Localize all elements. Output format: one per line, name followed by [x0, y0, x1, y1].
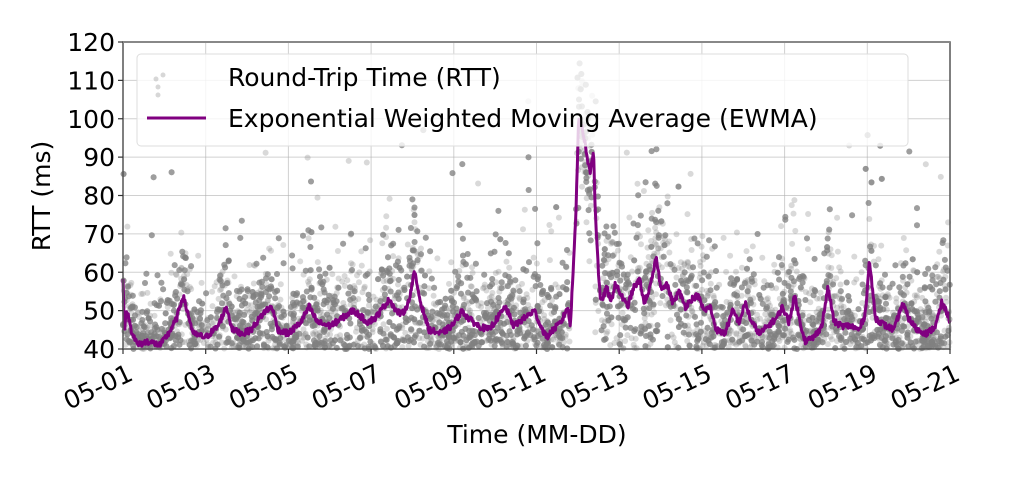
y-tick-label: 40 — [83, 335, 115, 364]
legend: Round-Trip Time (RTT) Exponential Weight… — [136, 53, 909, 147]
y-tick-label: 60 — [83, 258, 115, 287]
x-tick-label: 05-13 — [555, 358, 633, 415]
x-tick-label: 05-03 — [142, 358, 220, 415]
y-tick-label: 110 — [67, 66, 115, 95]
x-tick-label: 05-19 — [803, 358, 881, 415]
x-tick-label: 05-05 — [224, 358, 302, 415]
legend-rtt-marker-icon — [153, 72, 166, 98]
x-tick-label: 05-21 — [886, 358, 964, 415]
rtt-scatter-points — [120, 60, 953, 352]
x-tick-label: 05-15 — [638, 358, 716, 415]
x-tick-label: 05-17 — [721, 358, 799, 415]
y-axis-title: RTT (ms) — [27, 141, 56, 252]
legend-label-rtt: Round-Trip Time (RTT) — [228, 63, 501, 92]
x-tick-label: 05-01 — [59, 358, 137, 415]
y-tick-label: 100 — [67, 105, 115, 134]
y-axis-ticks: 40 50 60 70 80 90 100 110 120 — [67, 28, 123, 364]
y-tick-label: 50 — [83, 297, 115, 326]
legend-box — [136, 53, 909, 147]
x-tick-label: 05-09 — [390, 358, 468, 415]
y-tick-label: 70 — [83, 220, 115, 249]
x-tick-label: 05-07 — [307, 358, 385, 415]
ewma-line — [121, 117, 952, 348]
legend-label-ewma: Exponential Weighted Moving Average (EWM… — [228, 104, 818, 133]
y-tick-label: 80 — [83, 182, 115, 211]
x-tick-label: 05-11 — [473, 358, 551, 415]
y-tick-label: 90 — [83, 143, 115, 172]
x-axis-ticks: 05-01 05-03 05-05 05-07 05-09 05-11 05-13 05-15… — [59, 349, 964, 415]
y-tick-label: 120 — [67, 28, 115, 57]
x-axis-title: Time (MM-DD) — [446, 420, 626, 449]
